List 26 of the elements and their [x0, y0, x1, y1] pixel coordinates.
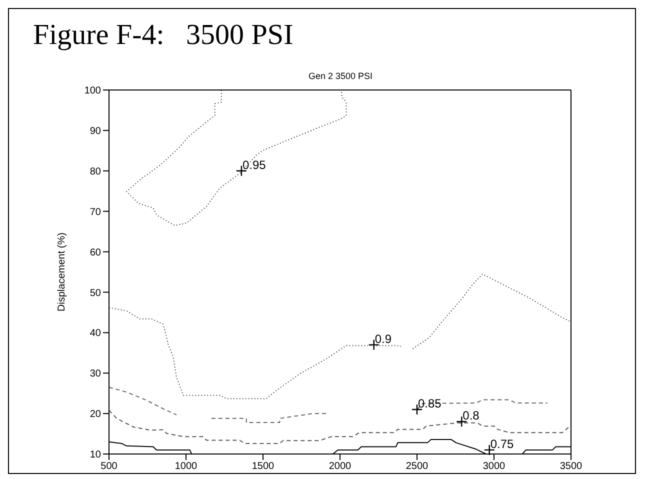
y-tick-label: 90 — [90, 126, 102, 137]
y-tick-label: 20 — [90, 409, 102, 420]
y-tick-label: 70 — [90, 206, 102, 218]
y-tick-label: 100 — [84, 86, 102, 97]
y-tick-label: 60 — [90, 247, 102, 258]
x-tick-label: 3000 — [482, 461, 506, 472]
annotation: 0.95 — [242, 158, 266, 172]
x-tick-label: 1500 — [252, 461, 275, 472]
y-tick-label: 80 — [90, 166, 102, 178]
annotation: 0.75 — [490, 436, 514, 451]
annotation: 0.8 — [462, 408, 480, 423]
y-tick-label: 30 — [90, 368, 102, 380]
chart-subtitle: Gen 2 3500 PSI — [307, 71, 374, 81]
annotation: 0.9 — [374, 332, 392, 346]
line-series — [126, 90, 347, 226]
chart-title: Figure F-4: 3500 PSI — [33, 19, 294, 52]
x-tick-label: 2500 — [406, 461, 429, 472]
y-tick-label: 50 — [90, 288, 102, 299]
y-tick-label: 40 — [90, 328, 102, 340]
x-tick-label: 1000 — [174, 461, 198, 472]
x-tick-label: 2000 — [328, 461, 352, 472]
x-tick-label: 3500 — [560, 461, 583, 472]
y-tick-label: 10 — [90, 450, 102, 461]
annotation: 0.85 — [418, 396, 442, 411]
y-axis-title: Displacement (%) — [56, 232, 68, 312]
x-tick-label: 500 — [100, 461, 118, 472]
